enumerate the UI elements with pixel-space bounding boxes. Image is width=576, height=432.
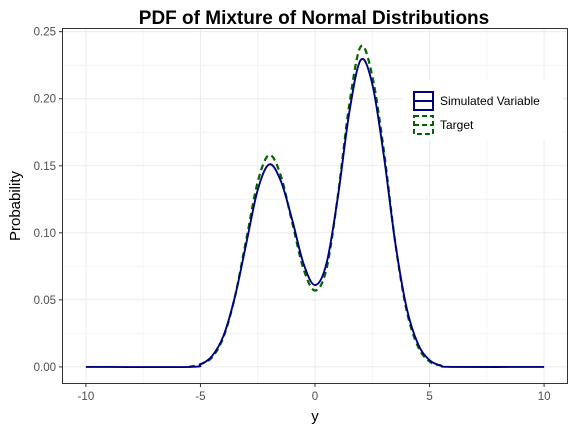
y-tick-label: 0.25 bbox=[34, 27, 56, 39]
y-tick-label: 0.15 bbox=[34, 161, 56, 173]
series-layer bbox=[85, 44, 545, 369]
y-tick-label: 0.05 bbox=[34, 295, 56, 307]
y-axis-title: Probability bbox=[7, 170, 24, 241]
x-axis-title: y bbox=[311, 408, 319, 425]
legend: Simulated Variable Target bbox=[403, 80, 563, 140]
axes: -10 -5 0 5 10 0.00 0.05 0.10 0.15 0.20 0.25 bbox=[34, 27, 551, 403]
x-tick-label: 5 bbox=[426, 391, 432, 403]
x-tick-label: 0 bbox=[312, 391, 318, 403]
y-tick-label: 0.20 bbox=[34, 94, 56, 106]
legend-label-target: Target bbox=[440, 118, 474, 132]
x-tick-label: -10 bbox=[78, 391, 95, 403]
legend-label-simulated-variable: Simulated Variable bbox=[440, 94, 540, 108]
x-tick-label: -5 bbox=[195, 391, 205, 403]
y-tick-label: 0.00 bbox=[34, 362, 56, 374]
chart-title: PDF of Mixture of Normal Distributions bbox=[139, 8, 489, 29]
series-line-simulated-variable bbox=[85, 57, 545, 369]
x-tick-label: 10 bbox=[538, 391, 551, 403]
y-tick-label: 0.10 bbox=[34, 228, 56, 240]
